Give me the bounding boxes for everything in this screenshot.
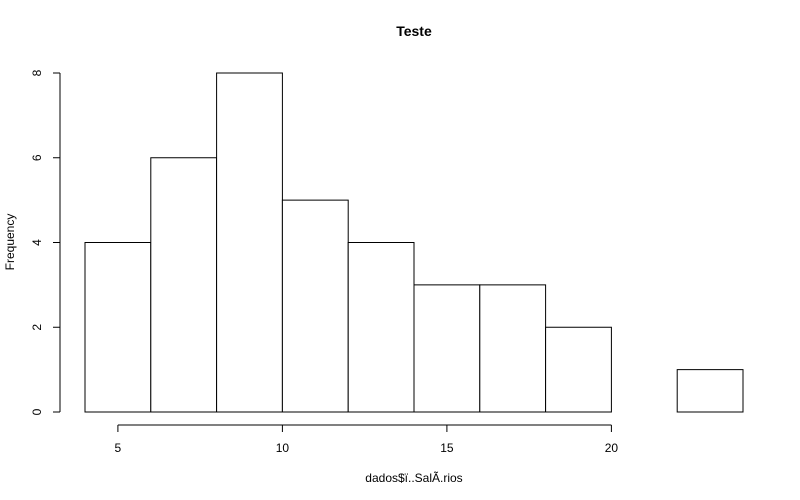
y-axis-label: Frequency bbox=[3, 214, 17, 271]
x-axis-label: dados$ï..SalÃ.rios bbox=[365, 471, 462, 485]
histogram-bar-16-18 bbox=[479, 284, 547, 413]
y-tick-label: 0 bbox=[30, 408, 44, 415]
histogram-bar-18-20 bbox=[545, 326, 612, 413]
chart-title: Teste bbox=[396, 23, 432, 39]
x-tick-label: 20 bbox=[605, 441, 619, 455]
x-axis: 5 10 15 20 bbox=[115, 424, 619, 455]
histogram-bar-22-24 bbox=[676, 369, 744, 413]
x-tick-label: 10 bbox=[276, 441, 290, 455]
histogram-bar-14-16 bbox=[413, 284, 481, 413]
y-tick-label: 4 bbox=[30, 239, 44, 246]
bars-group bbox=[84, 72, 744, 413]
histogram-bar-4-6 bbox=[84, 242, 152, 413]
histogram-bar-6-8 bbox=[150, 157, 218, 413]
y-tick-label: 8 bbox=[30, 69, 44, 76]
histogram-bar-8-10 bbox=[216, 72, 283, 413]
histogram-bar-12-14 bbox=[347, 242, 415, 413]
y-axis: 0 2 4 6 8 bbox=[30, 69, 61, 415]
x-tick-label: 15 bbox=[440, 441, 454, 455]
y-tick-label: 2 bbox=[30, 324, 44, 331]
histogram-bar-10-12 bbox=[281, 199, 349, 413]
y-tick-label: 6 bbox=[30, 154, 44, 161]
x-tick-label: 5 bbox=[115, 441, 122, 455]
